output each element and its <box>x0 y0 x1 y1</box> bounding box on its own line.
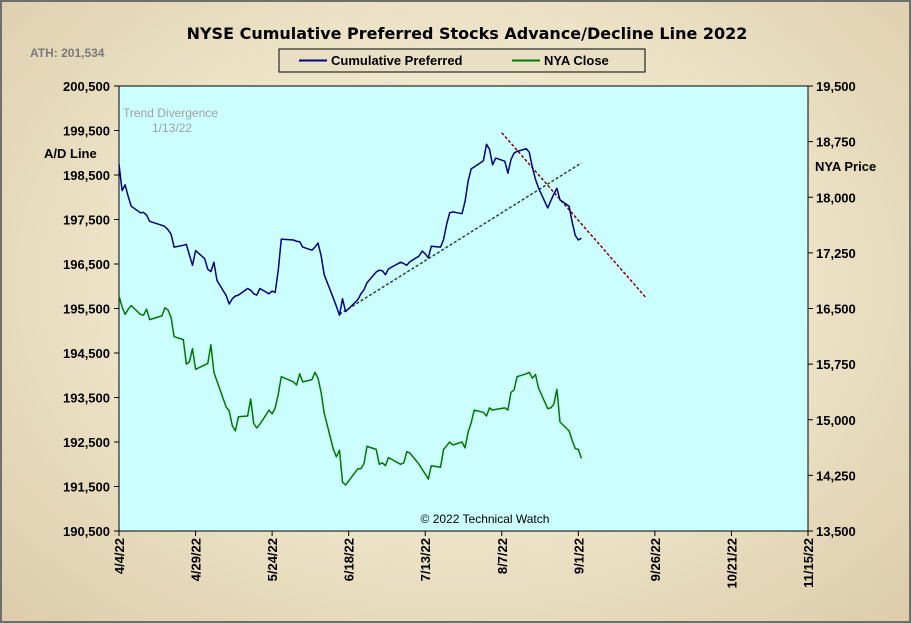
left-tick-label: 192,500 <box>63 435 110 450</box>
legend: Cumulative Preferred NYA Close <box>278 48 646 73</box>
x-tick-label: 4/4/22 <box>112 538 127 574</box>
right-tick-label: 14,250 <box>816 468 856 483</box>
left-axis-label: A/D Line <box>44 146 97 161</box>
chart-title: NYSE Cumulative Preferred Stocks Advance… <box>187 24 748 43</box>
right-tick-label: 17,250 <box>816 246 856 261</box>
left-tick-label: 193,500 <box>63 391 110 406</box>
left-tick-label: 195,500 <box>63 302 110 317</box>
nya-close-line <box>118 295 583 486</box>
left-axis: 200,500 199,500 198,500 197,500 196,500 195,5… <box>63 79 119 539</box>
ath-label: ATH: 201,534 <box>30 46 105 60</box>
copyright-text: © 2022 Technical Watch <box>421 512 550 526</box>
cumulative-preferred-line <box>118 143 582 316</box>
left-tick-label: 200,500 <box>63 79 110 94</box>
left-tick-label: 194,500 <box>63 346 110 361</box>
right-tick-label: 19,500 <box>816 79 856 94</box>
x-tick-label: 8/7/22 <box>495 538 510 574</box>
x-tick-label: 7/13/22 <box>418 538 433 581</box>
x-tick-label: 9/26/22 <box>648 538 663 581</box>
right-tick-label: 15,750 <box>816 357 856 372</box>
x-axis: 4/4/22 4/29/22 5/24/22 6/18/22 7/13/22 8/7/22… <box>112 531 816 589</box>
legend-box <box>278 48 646 73</box>
right-axis-label: NYA Price <box>815 159 876 174</box>
trendline-1 <box>339 162 582 315</box>
left-tick-label: 191,500 <box>63 480 110 495</box>
plot-area <box>118 85 809 532</box>
series <box>118 143 583 486</box>
x-tick-label: 11/15/22 <box>801 538 816 588</box>
trendline-2 <box>501 132 647 298</box>
trendlines <box>339 132 647 315</box>
right-tick-label: 15,000 <box>816 413 856 428</box>
right-tick-label: 16,500 <box>816 302 856 317</box>
annotation-line-1: Trend Divergence <box>123 106 218 120</box>
x-tick-label: 5/24/22 <box>265 538 280 581</box>
x-tick-label: 10/21/22 <box>724 538 739 589</box>
annotation-line-2: 1/13/22 <box>152 121 192 135</box>
left-tick-label: 199,500 <box>63 124 110 139</box>
right-tick-label: 18,750 <box>816 135 856 150</box>
legend-label-cumulative-preferred: Cumulative Preferred <box>331 53 463 68</box>
left-tick-label: 197,500 <box>63 213 110 228</box>
x-tick-label: 6/18/22 <box>342 538 357 581</box>
legend-label-nya-close: NYA Close <box>544 53 609 68</box>
right-axis: 19,500 18,750 18,000 17,250 16,500 15,750 15,0… <box>808 79 856 539</box>
x-tick-label: 9/1/22 <box>571 538 586 574</box>
left-tick-label: 196,500 <box>63 257 110 272</box>
x-tick-label: 4/29/22 <box>189 538 204 581</box>
left-tick-label: 190,500 <box>63 524 110 539</box>
right-tick-label: 18,000 <box>816 190 856 205</box>
left-tick-label: 198,500 <box>63 168 110 183</box>
right-tick-label: 13,500 <box>816 524 856 539</box>
